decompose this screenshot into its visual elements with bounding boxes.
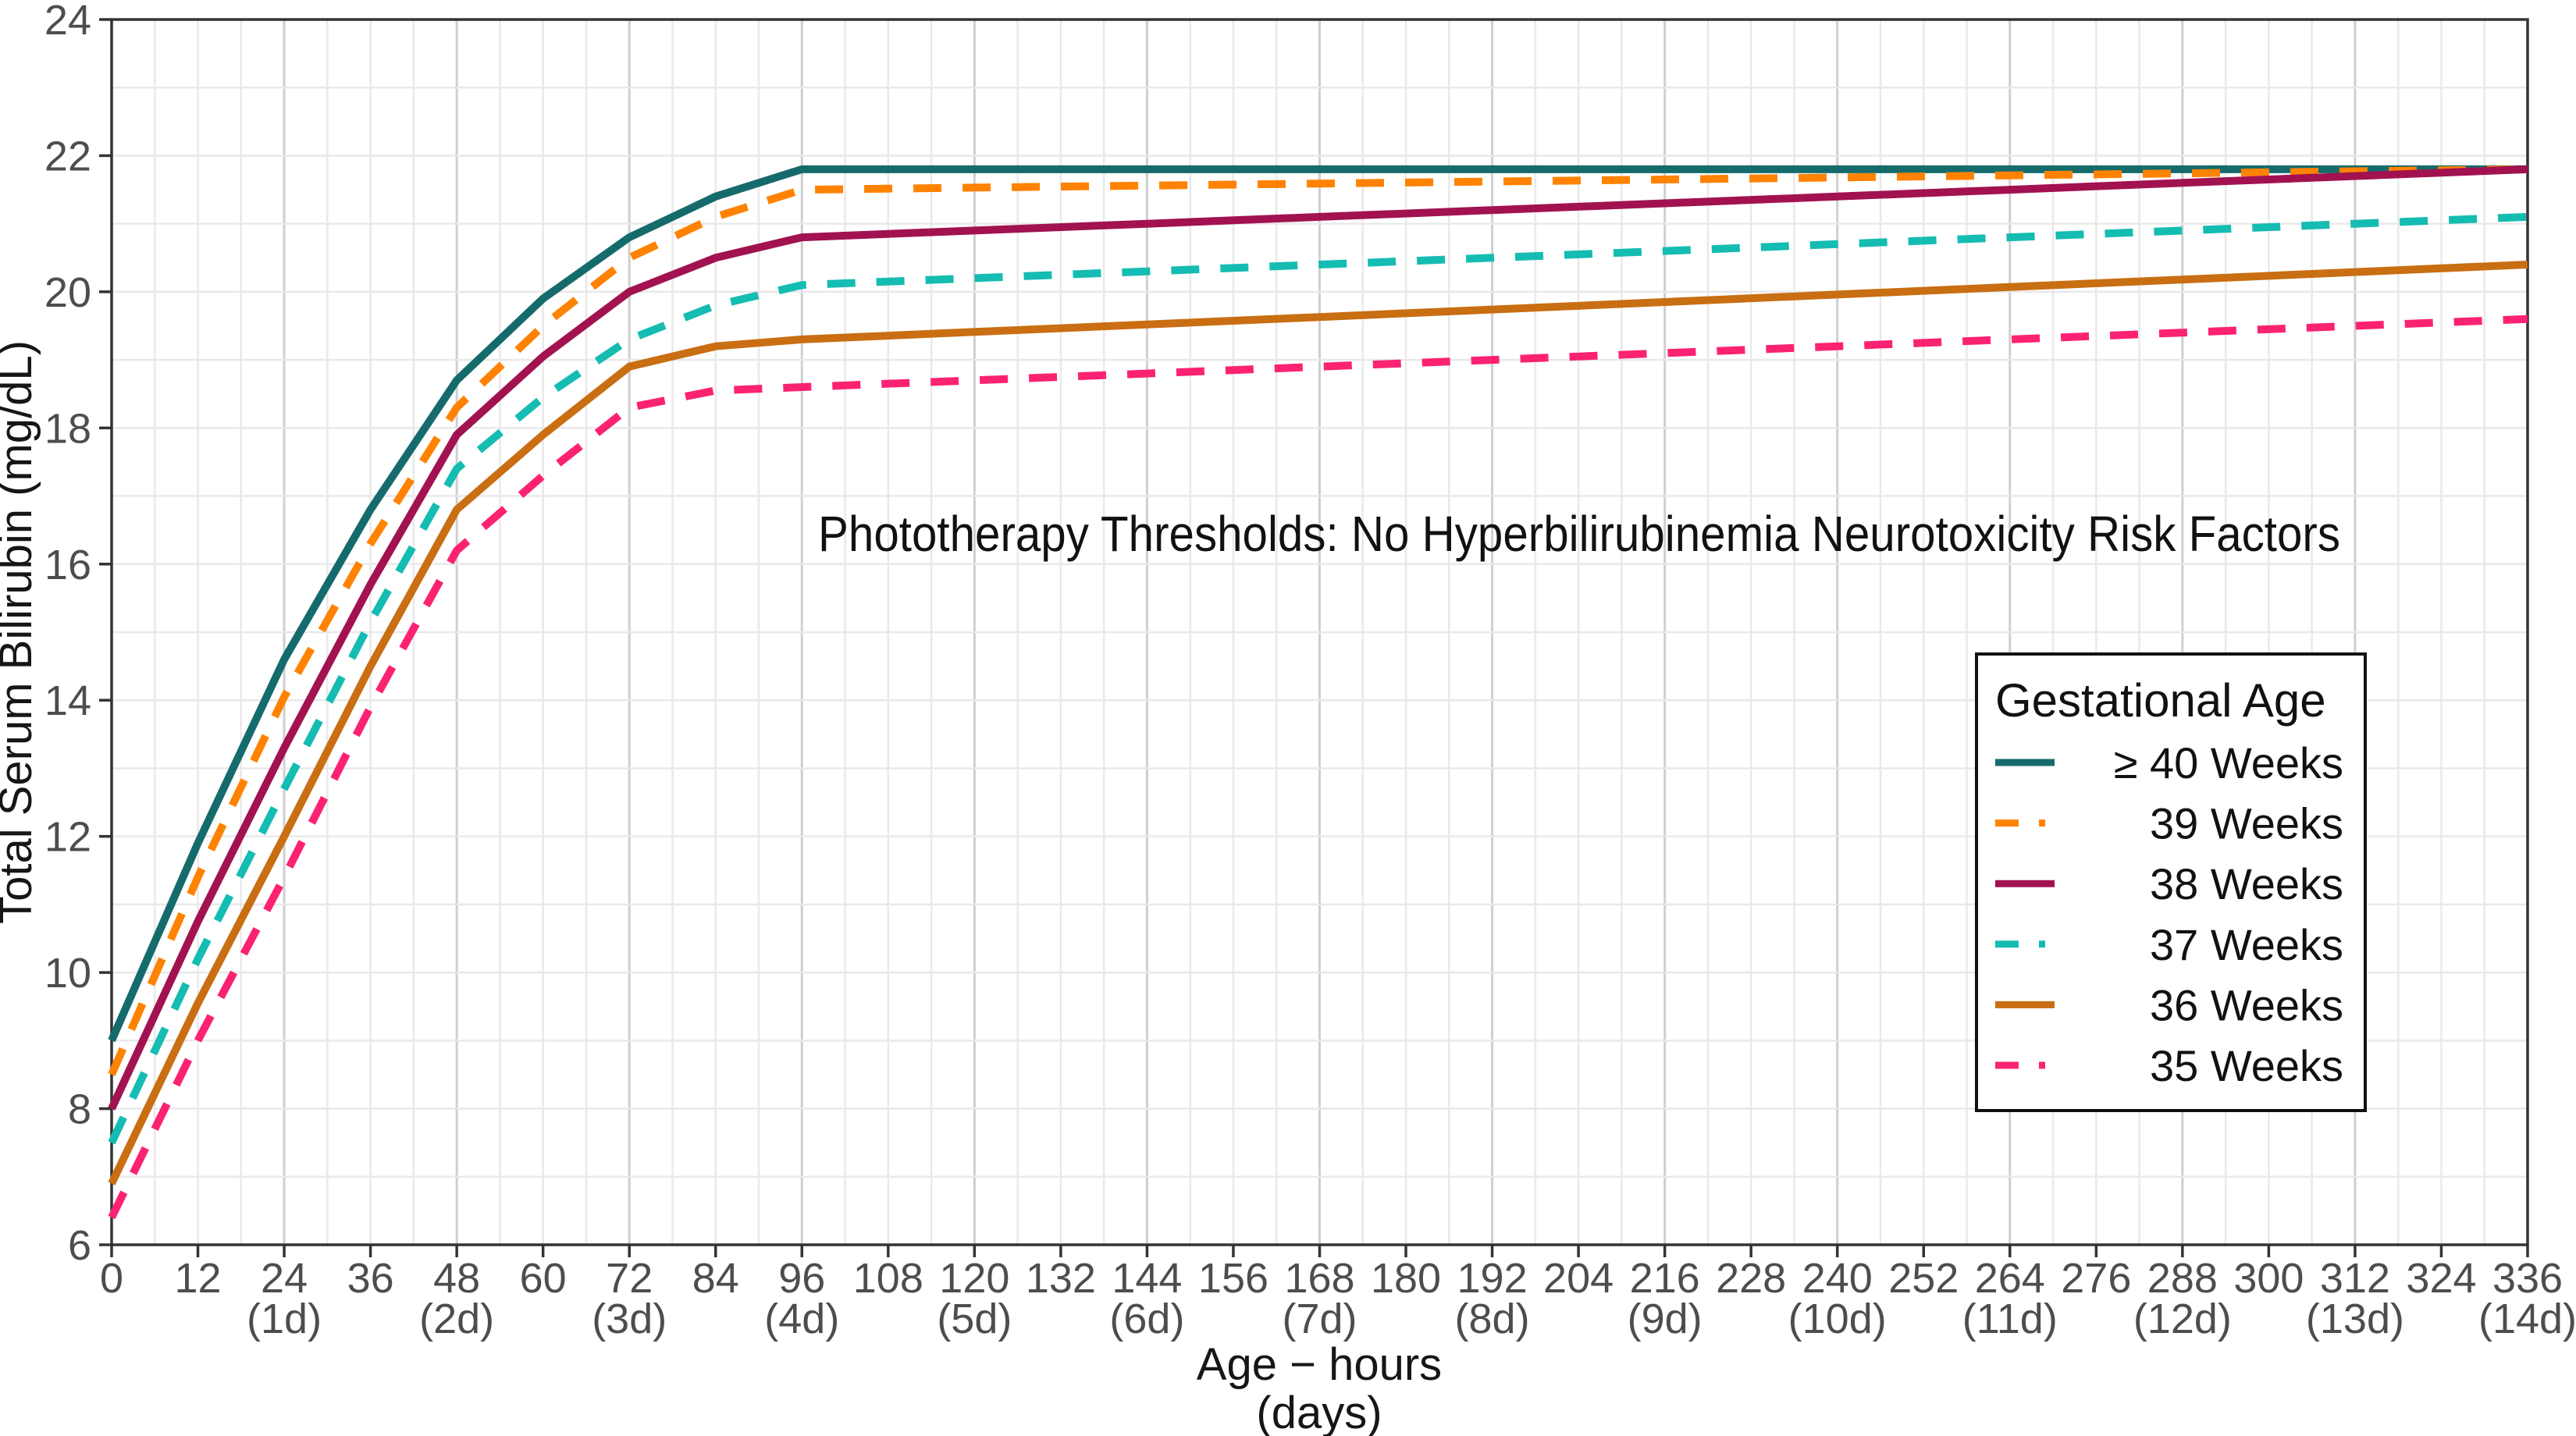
x-tick-label: 168 [1284, 1255, 1354, 1302]
y-tick-label: 16 [44, 542, 91, 588]
series-line-38-weeks [108, 165, 2528, 1111]
plot-title: Phototherapy Thresholds: No Hyperbilirub… [818, 506, 2340, 562]
x-tick-label: 120 [939, 1255, 1009, 1302]
x-tick-label: 276 [2061, 1255, 2131, 1302]
legend-label-38-weeks: 38 Weeks [2150, 859, 2343, 908]
x-axis-title: Age − hours [1197, 1339, 1442, 1390]
series-line-39-weeks [108, 165, 2528, 1076]
x-tick-label: 204 [1543, 1255, 1614, 1302]
x-tick-label: 12 [174, 1255, 221, 1302]
x-day-label: (1d) [247, 1296, 322, 1342]
legend-label-37-weeks: 37 Weeks [2150, 920, 2343, 969]
x-tick-label: 72 [606, 1255, 653, 1302]
x-tick-label: 96 [778, 1255, 825, 1302]
x-tick-label: 156 [1198, 1255, 1268, 1302]
x-day-label: (8d) [1455, 1296, 1530, 1342]
x-tick-label: 108 [853, 1255, 923, 1302]
x-tick-label: 228 [1716, 1255, 1786, 1302]
x-tick-label: 84 [692, 1255, 739, 1302]
y-tick-label: 10 [44, 950, 91, 997]
y-axis-title: Total Serum Bilirubin (mg/dL) [0, 340, 41, 924]
series-line-37-weeks [108, 212, 2528, 1145]
x-day-label: (13d) [2306, 1296, 2404, 1342]
series-line-gte40-weeks [108, 165, 2528, 1043]
x-day-label: (6d) [1109, 1296, 1184, 1342]
x-day-label: (3d) [592, 1296, 667, 1342]
legend-label-gte40-weeks: ≥ 40 Weeks [2114, 738, 2343, 787]
threshold-curves [108, 165, 2528, 1220]
legend-label-35-weeks: 35 Weeks [2150, 1041, 2343, 1090]
x-day-label: (11d) [1962, 1296, 2058, 1342]
x-day-label: (10d) [1788, 1296, 1887, 1342]
legend-label-36-weeks: 36 Weeks [2150, 980, 2343, 1029]
x-tick-label: 264 [1975, 1255, 2045, 1302]
legend: Gestational Age ≥ 40 Weeks 39 Weeks 38 Wee… [1975, 652, 2367, 1112]
x-day-label: (9d) [1628, 1296, 1703, 1342]
y-tick-label: 14 [44, 677, 91, 724]
x-tick-label: 192 [1457, 1255, 1528, 1302]
x-tick-label: 252 [1888, 1255, 1959, 1302]
gridlines [112, 20, 2528, 1245]
y-tick-label: 22 [44, 133, 91, 180]
x-day-label: (5d) [937, 1296, 1012, 1342]
x-day-label: (2d) [419, 1296, 494, 1342]
y-tick-label: 24 [44, 0, 91, 44]
legend-title: Gestational Age [1995, 674, 2326, 727]
x-tick-label: 180 [1371, 1255, 1441, 1302]
axis-tick-labels: 0 12 24 36 48 60 72 84 96 108 120 132 144 156 168 180 19… [44, 0, 2576, 1342]
x-day-label: (12d) [2133, 1296, 2232, 1342]
x-tick-label: 36 [347, 1255, 394, 1302]
series-line-36-weeks [108, 261, 2528, 1185]
x-tick-label: 312 [2320, 1255, 2390, 1302]
x-tick-label: 300 [2233, 1255, 2304, 1302]
x-axis-subtitle: (days) [1256, 1388, 1382, 1436]
x-tick-label: 288 [2147, 1255, 2218, 1302]
y-tick-label: 6 [68, 1222, 91, 1269]
y-tick-label: 12 [44, 814, 91, 861]
x-tick-label: 144 [1112, 1255, 1182, 1302]
x-tick-label: 24 [261, 1255, 308, 1302]
y-tick-label: 18 [44, 405, 91, 452]
x-day-label: (14d) [2478, 1296, 2576, 1342]
x-day-label: (7d) [1282, 1296, 1357, 1342]
x-tick-label: 60 [520, 1255, 567, 1302]
x-tick-label: 240 [1802, 1255, 1873, 1302]
y-tick-label: 20 [44, 269, 91, 316]
x-tick-label: 48 [433, 1255, 480, 1302]
x-tick-label: 0 [100, 1255, 123, 1302]
x-tick-label: 324 [2406, 1255, 2476, 1302]
y-tick-label: 8 [68, 1086, 91, 1133]
x-tick-label: 132 [1026, 1255, 1096, 1302]
axis-tick-marks [99, 18, 2529, 1257]
x-tick-label: 336 [2492, 1255, 2563, 1302]
x-tick-label: 216 [1630, 1255, 1700, 1302]
legend-label-39-weeks: 39 Weeks [2150, 799, 2343, 848]
legend-entries: ≥ 40 Weeks 39 Weeks 38 Weeks 37 Weeks 36 Wee… [1995, 738, 2343, 1090]
x-day-label: (4d) [764, 1296, 839, 1342]
